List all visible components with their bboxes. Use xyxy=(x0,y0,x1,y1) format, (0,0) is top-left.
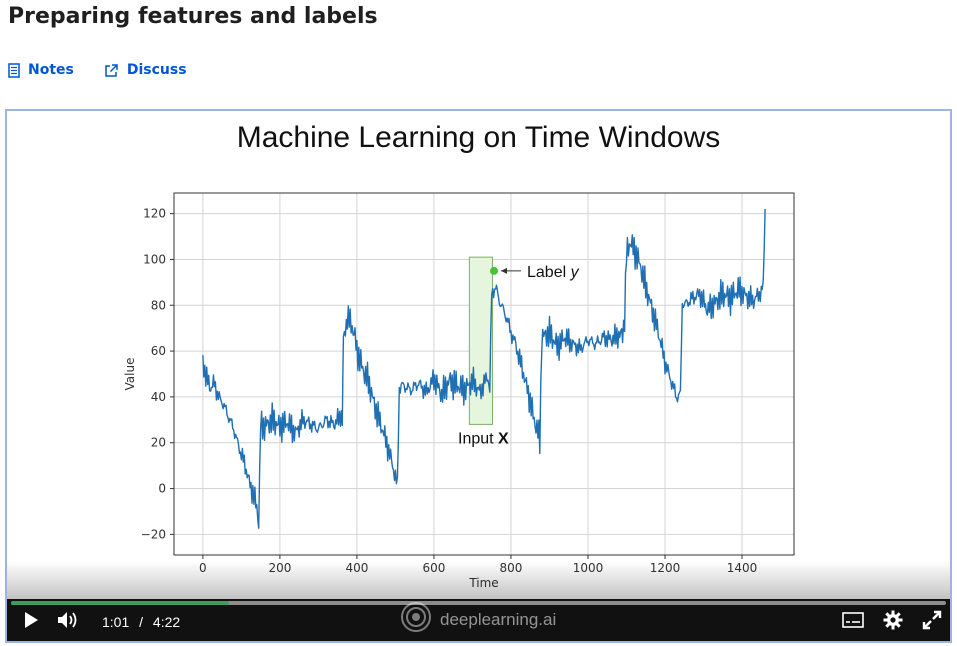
y-tick-label: 60 xyxy=(151,344,166,358)
current-time: 1:01 xyxy=(102,614,130,630)
discuss-link[interactable]: Discuss xyxy=(104,62,187,78)
lecture-links: Notes Discuss xyxy=(8,62,187,78)
label-arrow-head xyxy=(501,267,508,274)
y-tick-label: −20 xyxy=(141,527,166,541)
controls-gradient xyxy=(7,561,950,601)
progress-fill xyxy=(11,601,229,605)
captions-icon[interactable] xyxy=(842,612,864,633)
duration: 4:22 xyxy=(152,614,181,630)
page-title: Preparing features and labels xyxy=(8,4,378,29)
y-tick-label: 0 xyxy=(158,482,166,496)
deeplearning-logo-icon xyxy=(400,601,432,638)
video-controls: 1:01 / 4:22 deeplearning.ai xyxy=(7,599,950,641)
brand-text: deeplearning.ai xyxy=(440,609,557,629)
x-tick-label: 800 xyxy=(500,561,523,575)
y-tick-label: 80 xyxy=(151,298,166,312)
x-tick-label: 1200 xyxy=(650,561,681,575)
input-x-annotation: Input X xyxy=(458,430,509,447)
brand-watermark: deeplearning.ai xyxy=(400,601,556,638)
label-point xyxy=(490,266,499,275)
notes-icon xyxy=(8,62,20,78)
time-separator: / xyxy=(139,614,144,630)
play-icon[interactable] xyxy=(23,611,39,634)
progress-bar[interactable] xyxy=(11,601,946,605)
external-link-icon xyxy=(104,63,119,78)
x-tick-label: 600 xyxy=(422,561,445,575)
y-tick-label: 40 xyxy=(151,390,166,404)
y-tick-label: 120 xyxy=(143,207,166,221)
notes-link[interactable]: Notes xyxy=(8,62,74,78)
label-y-annotation: Label y xyxy=(527,264,580,281)
notes-link-label: Notes xyxy=(28,62,74,78)
video-player[interactable]: Machine Learning on Time Windows 0200400… xyxy=(5,109,952,643)
x-axis-label: Time xyxy=(468,576,498,590)
volume-icon[interactable] xyxy=(57,611,79,634)
x-tick-label: 400 xyxy=(345,561,368,575)
series-line xyxy=(202,208,766,529)
fullscreen-icon[interactable] xyxy=(922,610,942,635)
discuss-link-label: Discuss xyxy=(126,62,187,78)
time-series-chart: 0 200 400 600 800 1000 1200 1400 −20 0 20 40 60 80 100… xyxy=(123,192,795,590)
y-tick-label: 20 xyxy=(151,436,166,450)
x-tick-label: 1000 xyxy=(573,561,604,575)
x-tick-label: 200 xyxy=(268,561,291,575)
time-display: 1:01 / 4:22 xyxy=(102,614,186,630)
slide-title: Machine Learning on Time Windows xyxy=(236,121,721,154)
x-tick-label: 1400 xyxy=(727,561,758,575)
y-axis-label: Value xyxy=(123,358,137,391)
y-tick-label: 100 xyxy=(143,252,166,266)
settings-gear-icon[interactable] xyxy=(883,610,903,635)
x-tick-label: 0 xyxy=(199,561,207,575)
plot-frame xyxy=(173,192,795,556)
